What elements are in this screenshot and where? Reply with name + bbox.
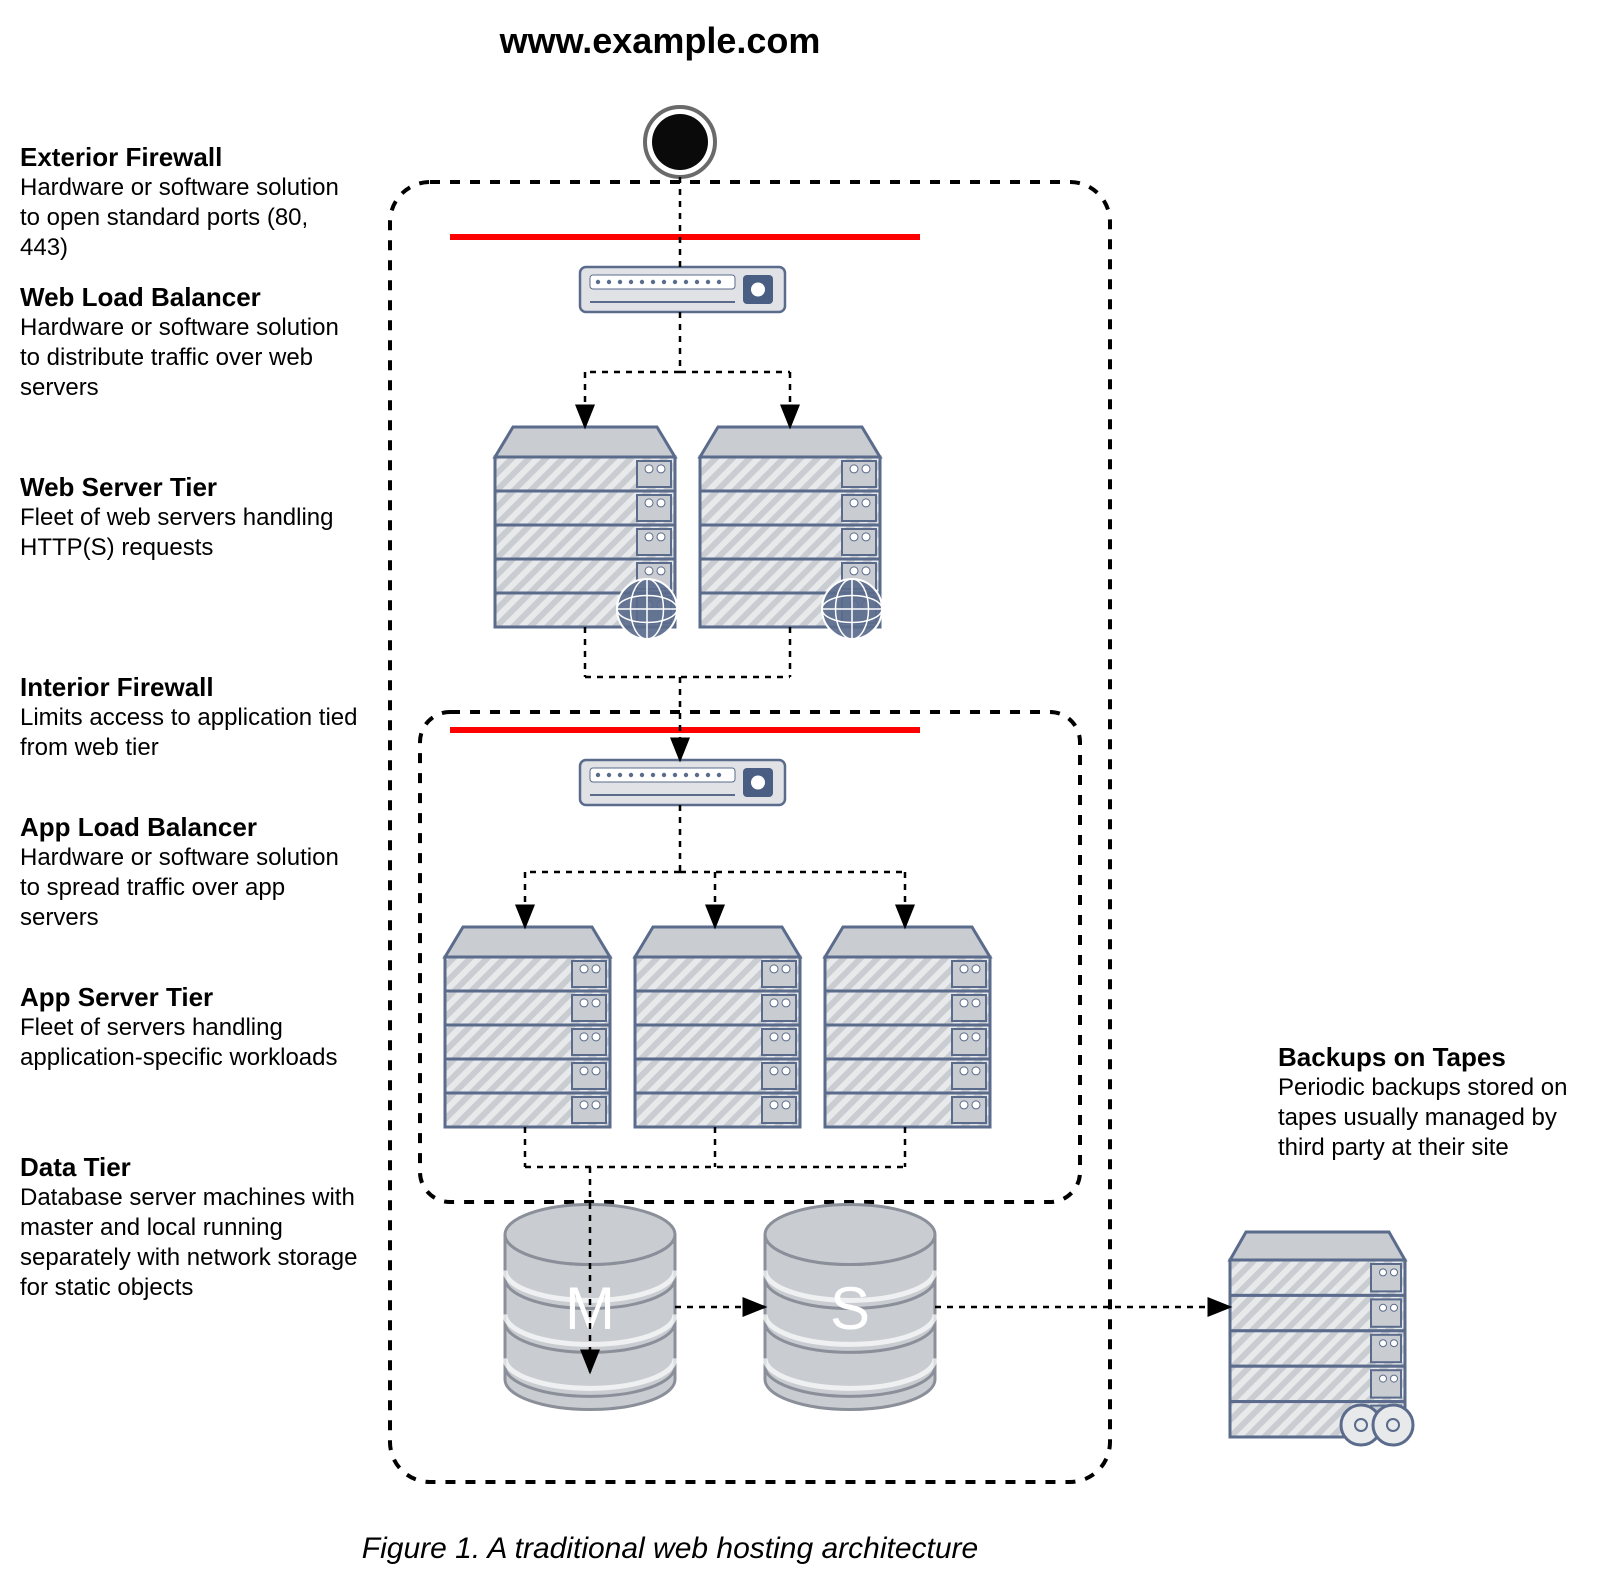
- outer-box: [390, 182, 1110, 1482]
- web-load-balancer-icon: [580, 267, 785, 312]
- app-server-icon: [635, 927, 800, 1127]
- architecture-diagram: Exterior FirewallHardware or software so…: [20, 72, 1598, 1502]
- database-master-icon: M: [505, 1205, 675, 1410]
- database-label: M: [565, 1275, 615, 1342]
- page-title: www.example.com: [300, 20, 1020, 62]
- app-server-icon: [445, 927, 610, 1127]
- diagram-canvas: MS: [20, 72, 1598, 1502]
- entry-point-icon: [652, 114, 708, 170]
- figure-caption: Figure 1. A traditional web hosting arch…: [220, 1532, 1120, 1566]
- app-server-icon: [825, 927, 990, 1127]
- database-secondary-icon: S: [765, 1205, 935, 1410]
- web-server-icon: [495, 427, 677, 639]
- database-label: S: [830, 1275, 870, 1342]
- app-load-balancer-icon: [580, 760, 785, 805]
- web-server-icon: [700, 427, 882, 639]
- tape-backup-icon: [1230, 1232, 1413, 1445]
